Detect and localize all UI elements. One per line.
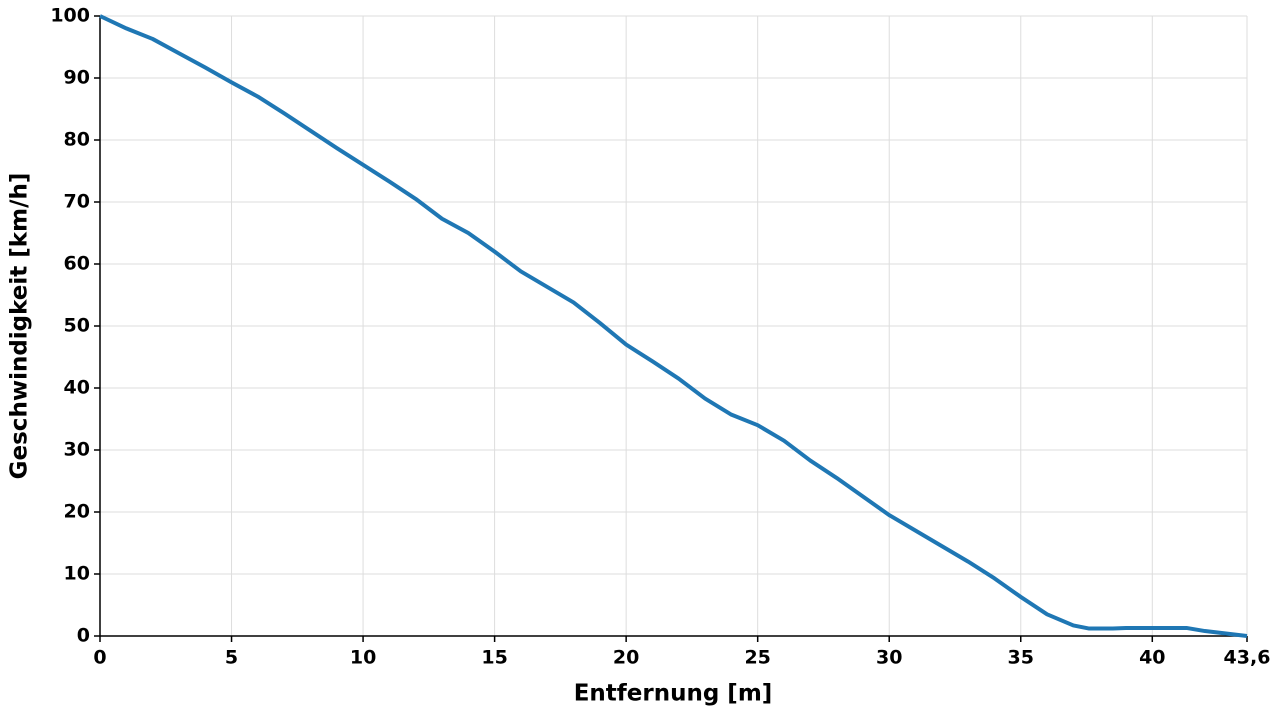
- y-tick-label: 60: [64, 253, 90, 275]
- y-tick-label: 70: [64, 191, 90, 213]
- x-tick-label: 10: [350, 647, 376, 669]
- x-tick-label: 15: [481, 647, 507, 669]
- y-tick-label: 90: [64, 67, 90, 89]
- x-tick-label: 0: [93, 647, 106, 669]
- y-axis-title: Geschwindigkeit [km/h]: [7, 173, 33, 480]
- x-tick-label: 25: [744, 647, 770, 669]
- y-tick-label: 20: [64, 501, 90, 523]
- x-tick-label: 43,6: [1224, 647, 1271, 669]
- y-tick-label: 40: [64, 377, 90, 399]
- y-tick-label: 80: [64, 129, 90, 151]
- x-tick-label: 20: [613, 647, 639, 669]
- data-line: [99, 14, 1248, 638]
- y-tick-label: 30: [64, 439, 90, 461]
- x-tick-label: 30: [876, 647, 902, 669]
- x-tick-label: 5: [225, 647, 238, 669]
- x-tick-label: 35: [1008, 647, 1034, 669]
- y-tick-label: 10: [64, 563, 90, 585]
- x-axis-title: Entfernung [m]: [574, 681, 773, 707]
- y-tick-label: 100: [50, 5, 90, 27]
- x-tick-label: 40: [1139, 647, 1165, 669]
- y-tick-label: 0: [77, 625, 90, 647]
- y-tick-label: 50: [64, 315, 90, 337]
